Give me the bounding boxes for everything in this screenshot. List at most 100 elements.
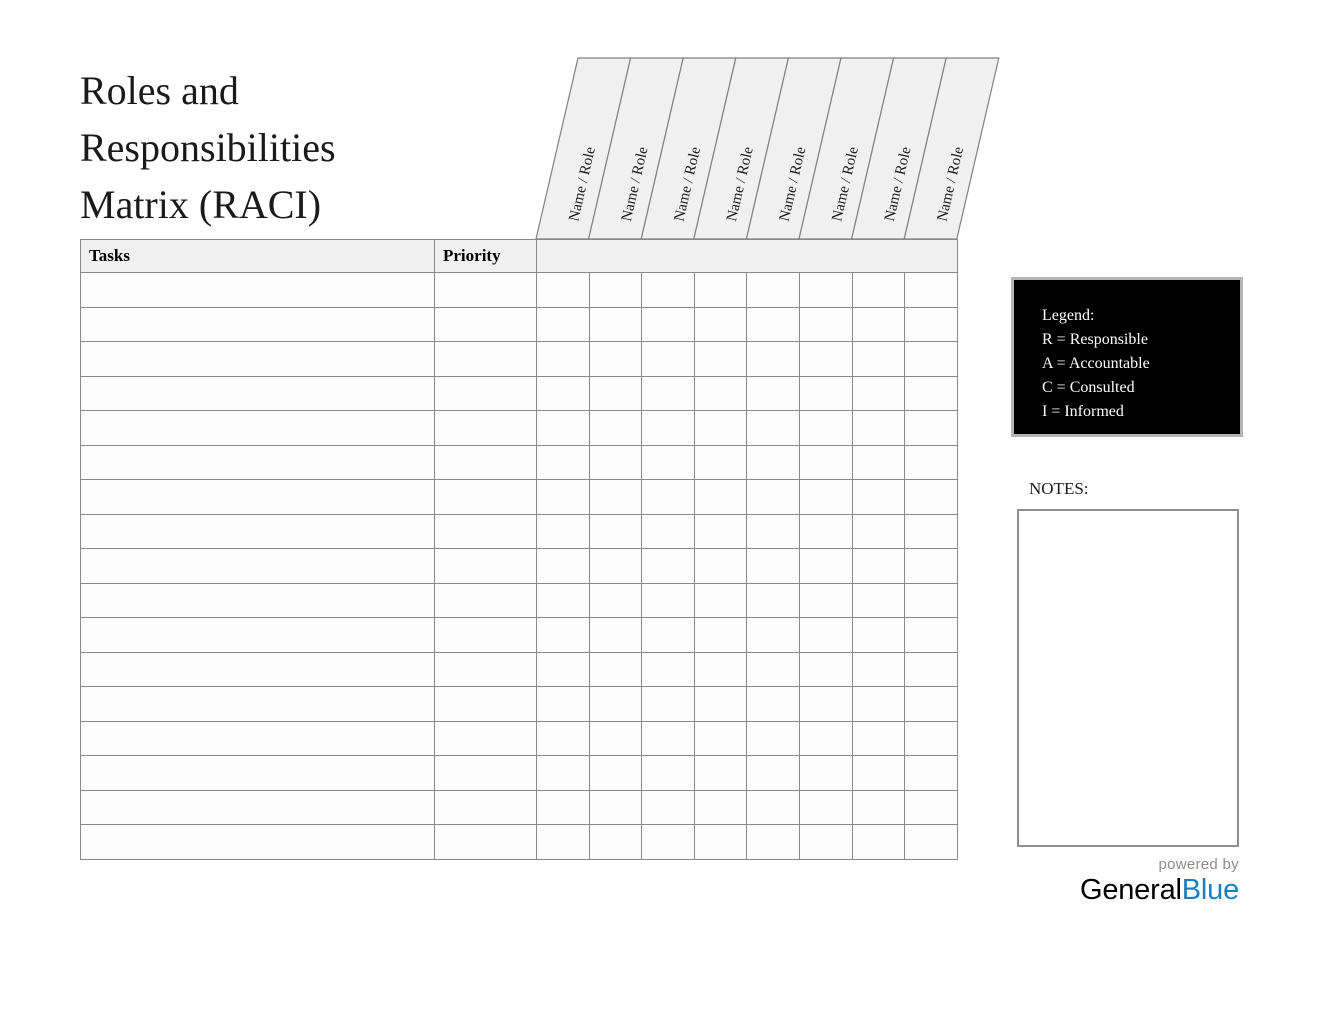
cell-role-1[interactable]	[536, 720, 590, 756]
cell-role-3[interactable]	[641, 375, 695, 411]
cell-role-5[interactable]	[746, 341, 800, 377]
cell-role-6[interactable]	[798, 617, 853, 653]
cell-role-8[interactable]	[904, 375, 958, 411]
cell-role-3[interactable]	[641, 341, 695, 377]
cell-role-6[interactable]	[798, 720, 853, 756]
cell-role-4[interactable]	[693, 824, 748, 860]
cell-priority[interactable]	[434, 272, 537, 308]
cell-role-1[interactable]	[536, 582, 590, 618]
cell-role-4[interactable]	[693, 755, 748, 791]
cell-role-5[interactable]	[746, 513, 800, 549]
cell-role-1[interactable]	[536, 755, 590, 791]
cell-role-6[interactable]	[798, 341, 853, 377]
cell-role-6[interactable]	[798, 755, 853, 791]
cell-role-4[interactable]	[693, 651, 748, 687]
cell-role-2[interactable]	[588, 479, 643, 515]
cell-role-8[interactable]	[904, 617, 958, 653]
cell-role-3[interactable]	[641, 617, 695, 653]
cell-role-5[interactable]	[746, 582, 800, 618]
cell-task[interactable]	[80, 479, 435, 515]
cell-role-4[interactable]	[693, 789, 748, 825]
cell-role-6[interactable]	[798, 306, 853, 342]
cell-task[interactable]	[80, 375, 435, 411]
cell-task[interactable]	[80, 824, 435, 860]
cell-role-8[interactable]	[904, 479, 958, 515]
cell-task[interactable]	[80, 410, 435, 446]
cell-role-1[interactable]	[536, 375, 590, 411]
cell-role-1[interactable]	[536, 341, 590, 377]
cell-role-3[interactable]	[641, 513, 695, 549]
cell-task[interactable]	[80, 617, 435, 653]
cell-priority[interactable]	[434, 375, 537, 411]
cell-task[interactable]	[80, 513, 435, 549]
cell-role-7[interactable]	[851, 686, 906, 722]
cell-role-7[interactable]	[851, 755, 906, 791]
cell-role-1[interactable]	[536, 513, 590, 549]
cell-role-6[interactable]	[798, 410, 853, 446]
cell-role-4[interactable]	[693, 444, 748, 480]
cell-role-3[interactable]	[641, 548, 695, 584]
cell-role-8[interactable]	[904, 686, 958, 722]
cell-role-4[interactable]	[693, 375, 748, 411]
cell-role-1[interactable]	[536, 651, 590, 687]
cell-role-2[interactable]	[588, 341, 643, 377]
cell-role-7[interactable]	[851, 824, 906, 860]
cell-role-3[interactable]	[641, 410, 695, 446]
cell-role-4[interactable]	[693, 306, 748, 342]
cell-role-6[interactable]	[798, 686, 853, 722]
cell-task[interactable]	[80, 789, 435, 825]
cell-role-7[interactable]	[851, 720, 906, 756]
cell-role-5[interactable]	[746, 789, 800, 825]
cell-task[interactable]	[80, 548, 435, 584]
cell-role-1[interactable]	[536, 617, 590, 653]
cell-role-2[interactable]	[588, 824, 643, 860]
cell-role-2[interactable]	[588, 513, 643, 549]
cell-role-6[interactable]	[798, 824, 853, 860]
cell-role-1[interactable]	[536, 410, 590, 446]
cell-role-3[interactable]	[641, 824, 695, 860]
cell-role-2[interactable]	[588, 272, 643, 308]
cell-role-1[interactable]	[536, 444, 590, 480]
cell-role-8[interactable]	[904, 755, 958, 791]
cell-role-3[interactable]	[641, 755, 695, 791]
cell-priority[interactable]	[434, 651, 537, 687]
cell-priority[interactable]	[434, 582, 537, 618]
cell-role-4[interactable]	[693, 479, 748, 515]
cell-role-4[interactable]	[693, 686, 748, 722]
cell-role-5[interactable]	[746, 306, 800, 342]
cell-task[interactable]	[80, 720, 435, 756]
cell-role-8[interactable]	[904, 720, 958, 756]
cell-task[interactable]	[80, 306, 435, 342]
cell-task[interactable]	[80, 444, 435, 480]
cell-role-8[interactable]	[904, 824, 958, 860]
cell-priority[interactable]	[434, 755, 537, 791]
cell-priority[interactable]	[434, 686, 537, 722]
cell-role-6[interactable]	[798, 444, 853, 480]
cell-role-4[interactable]	[693, 341, 748, 377]
cell-role-5[interactable]	[746, 444, 800, 480]
cell-role-7[interactable]	[851, 341, 906, 377]
cell-role-1[interactable]	[536, 789, 590, 825]
cell-role-1[interactable]	[536, 306, 590, 342]
cell-role-7[interactable]	[851, 479, 906, 515]
cell-role-7[interactable]	[851, 651, 906, 687]
cell-role-7[interactable]	[851, 513, 906, 549]
cell-role-8[interactable]	[904, 272, 958, 308]
cell-role-1[interactable]	[536, 824, 590, 860]
cell-role-5[interactable]	[746, 720, 800, 756]
cell-role-5[interactable]	[746, 824, 800, 860]
cell-role-4[interactable]	[693, 720, 748, 756]
cell-role-5[interactable]	[746, 375, 800, 411]
notes-box[interactable]	[1017, 509, 1239, 847]
cell-priority[interactable]	[434, 410, 537, 446]
cell-role-3[interactable]	[641, 686, 695, 722]
cell-role-5[interactable]	[746, 755, 800, 791]
cell-role-1[interactable]	[536, 548, 590, 584]
cell-role-6[interactable]	[798, 651, 853, 687]
cell-priority[interactable]	[434, 617, 537, 653]
cell-priority[interactable]	[434, 341, 537, 377]
cell-role-3[interactable]	[641, 582, 695, 618]
cell-task[interactable]	[80, 686, 435, 722]
cell-role-8[interactable]	[904, 651, 958, 687]
cell-role-6[interactable]	[798, 513, 853, 549]
